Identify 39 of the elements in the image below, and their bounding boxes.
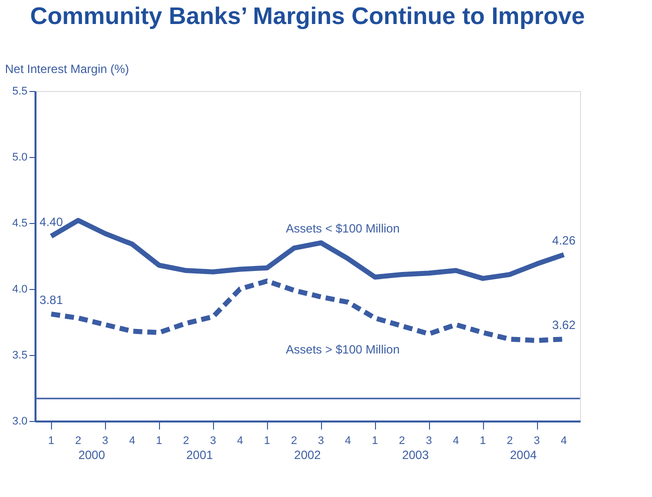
series-label: Assets < $100 Million [286,221,400,236]
x-tick-label: 3 [426,435,432,447]
x-tick-label: 1 [156,435,162,447]
y-tick-label: 5.5 [12,86,28,98]
x-tick-label: 4 [452,435,459,447]
x-tick-label: 4 [344,435,352,447]
chart-title: Community Banks’ Margins Continue to Improve [30,3,585,30]
x-tick-label: 3 [210,435,216,447]
text: 2002 [294,448,322,462]
y-tick-label: 3.0 [12,416,28,428]
y-tick-label: 3.5 [12,350,28,362]
x-tick-label: 3 [318,435,324,447]
data-label: 4.40 [40,215,64,230]
x-tick-label: 3 [102,435,108,447]
x-tick-label: 4 [236,435,244,447]
text: 2003 [402,448,430,462]
x-tick-label: 1 [48,435,54,447]
x-tick-label: 1 [264,435,270,447]
x-tick-label: 4 [560,435,567,447]
data-label: 4.26 [552,234,576,248]
y-tick-label: 4.5 [12,218,28,230]
text: 2004 [510,448,538,462]
y-tick-label: 5.0 [12,152,28,164]
text: 2001 [186,448,214,462]
x-tick-label: 1 [480,435,486,447]
x-tick-label: 1 [372,435,378,447]
data-label: 3.62 [552,318,576,332]
x-tick-label: 2 [290,435,298,447]
x-tick-label: 2 [506,435,513,447]
x-tick-label: 2 [398,435,405,447]
x-tick-label: 3 [534,435,540,447]
data-label: 3.81 [40,293,64,308]
x-tick-label: 2 [75,435,82,447]
series-label: Assets > $100 Million [286,342,400,357]
y-tick-label: 4.0 [12,284,28,296]
x-tick-label: 4 [129,435,136,447]
text: 2000 [78,448,106,462]
x-tick-label: 2 [183,435,190,447]
y-axis-title: Net Interest Margin (%) [5,62,130,76]
